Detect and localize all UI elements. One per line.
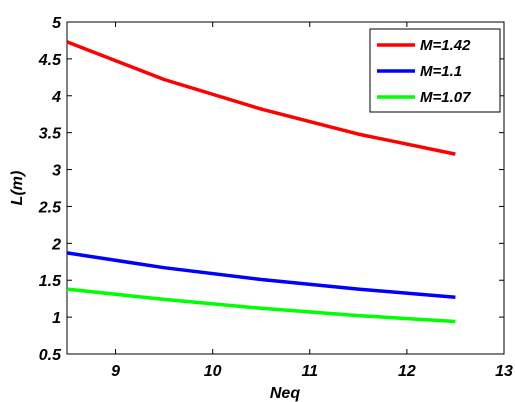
x-tick-label: 11 — [301, 363, 318, 380]
y-tick-label: 1.5 — [39, 273, 62, 290]
legend-label-1: M=1.42 — [420, 37, 471, 54]
x-axis-ticks: 9 10 11 12 13 — [111, 22, 513, 380]
y-tick-label: 4.5 — [38, 52, 62, 69]
y-axis-label: L(m) — [9, 171, 26, 206]
x-tick-label: 9 — [111, 363, 120, 380]
series-line-1 — [66, 40, 456, 156]
y-tick-label: 2.5 — [38, 199, 62, 216]
series-line-3 — [66, 287, 456, 324]
x-axis-label: Neq — [270, 385, 300, 402]
y-tick-label: 3 — [52, 163, 61, 180]
y-axis-ticks: 0.5 1 1.5 2 2.5 3 3.5 4 4.5 5 — [38, 15, 504, 364]
series-line-2 — [66, 251, 456, 299]
legend-label-3: M=1.07 — [420, 89, 471, 106]
y-tick-label: 5 — [52, 15, 62, 32]
legend-label-2: M=1.1 — [420, 63, 462, 80]
x-tick-label: 12 — [398, 363, 416, 380]
y-tick-label: 0.5 — [39, 347, 62, 364]
y-tick-label: 4 — [51, 89, 61, 106]
x-tick-label: 13 — [495, 363, 513, 380]
series-lines — [66, 40, 456, 324]
legend: M=1.42 M=1.1 M=1.07 — [369, 28, 501, 113]
y-tick-label: 1 — [52, 310, 61, 327]
x-tick-label: 10 — [204, 363, 222, 380]
y-tick-label: 3.5 — [39, 126, 62, 143]
y-tick-label: 2 — [51, 236, 61, 253]
